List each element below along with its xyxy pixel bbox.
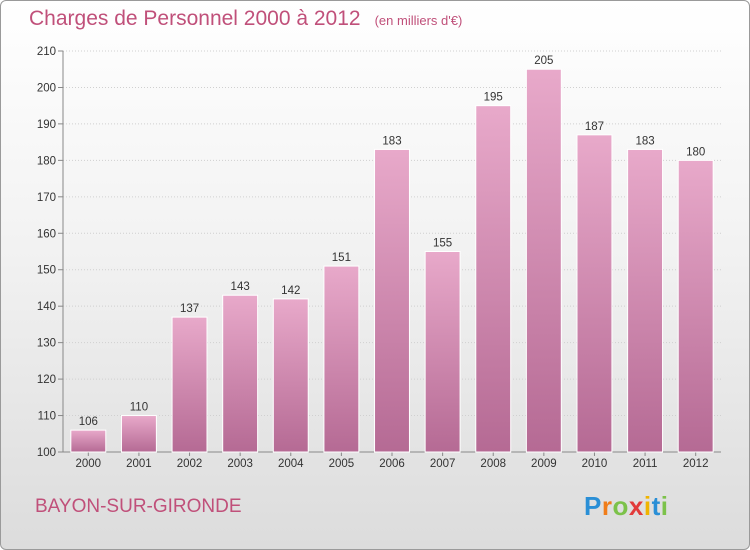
bar-2004 <box>272 298 309 453</box>
data-label: 106 <box>79 416 98 428</box>
data-labels: 106 110 137 143 142 151 183 155 195 205 187 183 180 <box>79 55 706 428</box>
x-tick-label: 2007 <box>430 458 456 470</box>
data-label: 137 <box>180 303 199 315</box>
x-tick-label: 2010 <box>582 458 608 470</box>
bar-2002 <box>171 316 208 453</box>
data-label: 183 <box>382 135 401 147</box>
y-tick-label: 180 <box>37 155 56 167</box>
bar-2008 <box>475 105 512 453</box>
data-label: 183 <box>635 135 654 147</box>
y-tick-label: 110 <box>38 411 56 423</box>
bar-2005 <box>323 265 360 453</box>
logo-letter: r <box>601 491 613 521</box>
y-tick-label: 190 <box>37 119 56 131</box>
logo-letter: i <box>643 491 652 521</box>
y-tick-label: 210 <box>37 46 56 58</box>
data-label: 180 <box>686 146 705 158</box>
logo-letter: o <box>612 491 629 521</box>
bar-2007 <box>424 251 461 453</box>
data-label: 142 <box>281 285 300 297</box>
bar-2010 <box>576 134 613 453</box>
data-label: 187 <box>585 121 604 133</box>
x-tick-label: 2009 <box>531 458 557 470</box>
x-tick-label: 2008 <box>480 458 506 470</box>
y-tick-label: 150 <box>37 265 56 277</box>
bar-2011 <box>627 148 664 453</box>
y-tick-label: 160 <box>37 228 56 240</box>
chart-subtitle: (en milliers d'€) <box>374 13 463 28</box>
data-label: 143 <box>231 281 250 293</box>
y-tick-label: 100 <box>37 447 56 459</box>
logo-letter: i <box>660 491 669 521</box>
x-tick-label: 2003 <box>227 458 253 470</box>
x-tick-label: 2012 <box>683 458 709 470</box>
logo-letter: t <box>651 491 661 521</box>
chart-title-text: Charges de Personnel 2000 à 2012 <box>29 7 361 30</box>
bar-2009 <box>525 68 562 453</box>
location-label: BAYON-SUR-GIRONDE <box>35 496 242 517</box>
x-tick-label: 2001 <box>126 458 152 470</box>
y-tick-label: 200 <box>37 82 56 94</box>
bar-2000 <box>70 429 107 453</box>
data-label: 155 <box>433 238 452 250</box>
y-tick-label: 170 <box>37 192 56 204</box>
chart-title: Charges de Personnel 2000 à 2012 (en mill… <box>29 7 462 31</box>
bar-2012 <box>677 159 714 453</box>
bar-2001 <box>120 415 157 453</box>
y-tick-label: 130 <box>37 338 56 350</box>
axes: 100 110 120 130 140 150 160 170 180 190 200 210 2000… <box>37 46 721 470</box>
x-tick-label: 2006 <box>379 458 405 470</box>
y-tick-label: 120 <box>37 374 56 386</box>
y-tick-label: 140 <box>37 301 56 313</box>
x-tick-label: 2004 <box>278 458 304 470</box>
data-label: 151 <box>332 252 351 264</box>
data-label: 195 <box>484 92 503 104</box>
bars <box>70 68 714 453</box>
logo-letter: x <box>628 491 644 521</box>
bar-2006 <box>374 148 410 453</box>
x-tick-label: 2005 <box>329 458 355 470</box>
data-label: 110 <box>130 402 148 414</box>
data-label: 205 <box>534 55 553 67</box>
x-tick-label: 2002 <box>177 458 203 470</box>
logo-letter: P <box>584 491 602 521</box>
proxiti-logo: Proxiti <box>584 491 668 522</box>
x-tick-label: 2011 <box>633 458 658 470</box>
bar-2003 <box>222 294 259 453</box>
x-tick-label: 2000 <box>76 458 102 470</box>
